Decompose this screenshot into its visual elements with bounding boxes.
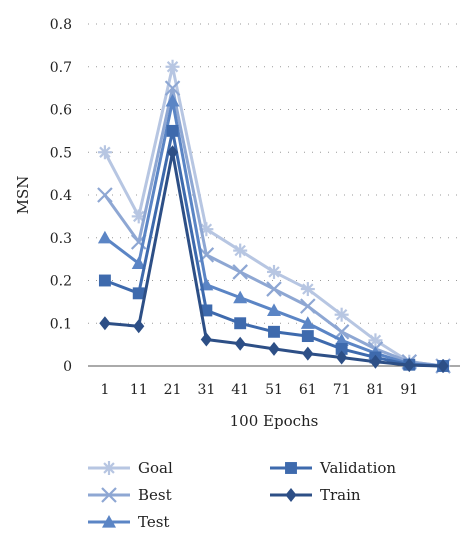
data-point <box>232 264 248 280</box>
data-point <box>267 303 281 317</box>
legend-marker <box>102 515 116 528</box>
data-point <box>165 93 180 107</box>
legend-label: Goal <box>138 459 173 477</box>
data-point <box>300 282 315 297</box>
legend: Goal Best Test Validation Train <box>88 459 396 531</box>
x-tick-label: 21 <box>164 382 182 398</box>
data-point <box>335 342 348 355</box>
data-point <box>99 316 111 331</box>
legend-item: Validation <box>270 459 396 477</box>
legend-marker <box>285 462 297 474</box>
data-point <box>97 230 112 244</box>
data-point <box>131 256 146 269</box>
data-point <box>97 187 113 203</box>
data-point <box>302 346 314 361</box>
data-point <box>268 325 280 338</box>
data-point <box>233 243 248 258</box>
x-axis-label: 100 Epochs <box>230 412 319 430</box>
x-tick-label: 91 <box>400 382 418 398</box>
data-point <box>164 80 181 96</box>
series-layer <box>97 59 451 374</box>
data-point <box>301 330 314 343</box>
data-point <box>98 274 111 287</box>
x-tick-label: 81 <box>367 382 385 398</box>
x-tick-label: 1 <box>100 382 109 398</box>
legend-item: Train <box>270 486 361 504</box>
x-tick-label: 11 <box>130 382 148 398</box>
data-point <box>368 333 383 348</box>
data-point <box>334 307 349 322</box>
legend-marker <box>102 461 116 475</box>
y-tick-label: 0.2 <box>50 274 72 290</box>
data-point <box>437 359 449 373</box>
data-point <box>233 290 248 304</box>
x-tick-label: 71 <box>333 382 351 398</box>
data-point <box>97 145 112 160</box>
data-point <box>200 332 212 347</box>
data-point <box>133 319 145 334</box>
y-tick-label: 0.8 <box>50 17 72 33</box>
x-tick-label: 51 <box>265 382 283 398</box>
x-tick-label: 41 <box>231 382 249 398</box>
legend-label: Best <box>138 486 172 504</box>
x-tick-labels: 1 11 21 31 41 51 61 71 81 91 <box>100 382 418 398</box>
legend-label: Train <box>320 486 361 504</box>
y-tick-label: 0.3 <box>50 231 72 247</box>
data-point <box>403 358 415 373</box>
legend-item: Best <box>88 486 172 504</box>
legend-item: Test <box>88 513 169 531</box>
legend-marker <box>101 487 117 503</box>
legend-item: Goal <box>88 459 173 477</box>
legend-label: Test <box>138 513 169 531</box>
y-tick-label: 0.5 <box>50 145 72 161</box>
data-point <box>300 298 316 314</box>
series-line <box>103 86 444 368</box>
series-validation <box>98 124 450 372</box>
data-point <box>166 124 179 137</box>
data-point <box>234 317 247 330</box>
y-tick-label: 0.6 <box>50 103 72 119</box>
grid-lines <box>88 23 460 367</box>
data-point <box>336 350 348 365</box>
x-tick-label: 61 <box>299 382 317 398</box>
legend-marker <box>285 488 297 502</box>
legend-label: Validation <box>319 459 396 477</box>
y-tick-label: 0.1 <box>50 316 72 332</box>
data-point <box>267 264 281 279</box>
data-point <box>334 333 349 346</box>
data-point <box>200 304 213 317</box>
x-tick-label: 31 <box>197 382 215 398</box>
series-train <box>99 145 449 373</box>
y-tick-labels: 0 0.1 0.2 0.3 0.4 0.5 0.6 0.7 0.8 <box>50 17 72 375</box>
data-point <box>268 341 280 356</box>
data-point <box>132 287 145 300</box>
y-tick-label: 0.7 <box>50 60 72 76</box>
y-tick-label: 0.4 <box>50 188 72 204</box>
data-point <box>165 59 180 74</box>
data-point <box>300 316 315 329</box>
data-point <box>369 354 382 369</box>
data-point <box>234 336 246 351</box>
data-point <box>266 281 282 297</box>
data-point <box>166 145 179 160</box>
y-axis-label: MSN <box>14 176 32 215</box>
y-tick-label: 0 <box>63 359 72 375</box>
